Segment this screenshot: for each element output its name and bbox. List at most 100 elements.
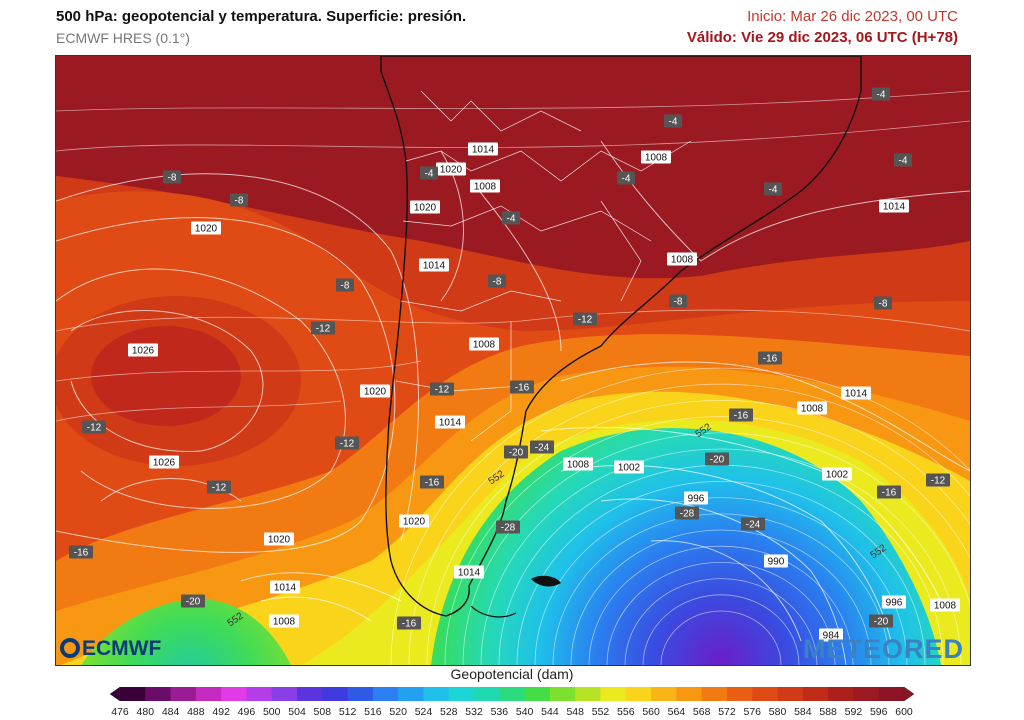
colorbar-tick-label: 508 (314, 706, 332, 718)
svg-text:1014: 1014 (472, 145, 495, 156)
colorbar-tick-label: 496 (238, 706, 256, 718)
temperature-label: -12 (430, 383, 454, 396)
svg-text:-12: -12 (340, 439, 355, 450)
pressure-label: 990 (764, 555, 788, 568)
pressure-label: 996 (882, 596, 906, 609)
svg-text:-8: -8 (493, 277, 502, 288)
colorbar-tick-label: 516 (364, 706, 382, 718)
pressure-label: 1014 (454, 566, 484, 579)
temperature-label: -16 (729, 409, 753, 422)
colorbar-title: Geopotencial (dam) (0, 666, 1024, 682)
temperature-label: -4 (894, 154, 912, 167)
temperature-label: -20 (869, 615, 893, 628)
svg-text:-16: -16 (402, 619, 417, 630)
colorbar-tick-label: 536 (491, 706, 509, 718)
svg-text:1008: 1008 (801, 404, 824, 415)
colorbar-tick-label: 588 (819, 706, 837, 718)
svg-text:1014: 1014 (883, 202, 906, 213)
colorbar-tick-label: 488 (187, 706, 205, 718)
temperature-label: -12 (926, 474, 950, 487)
colorbar-swatch (221, 687, 247, 701)
svg-text:1020: 1020 (195, 224, 218, 235)
colorbar-swatch (752, 687, 778, 701)
temperature-label: -8 (230, 194, 248, 207)
colorbar-tick-label: 540 (516, 706, 534, 718)
pressure-label: 1008 (470, 180, 500, 193)
temperature-label: -28 (675, 507, 699, 520)
svg-text:-16: -16 (734, 411, 749, 422)
svg-text:-20: -20 (874, 617, 889, 628)
svg-text:1020: 1020 (440, 165, 463, 176)
colorbar-tick-label: 480 (137, 706, 155, 718)
colorbar-swatch (423, 687, 449, 701)
pressure-label: 1020 (264, 533, 294, 546)
colorbar-swatch (879, 687, 905, 701)
colorbar-swatch (601, 687, 627, 701)
colorbar-swatch (474, 687, 500, 701)
svg-text:1020: 1020 (364, 387, 387, 398)
colorbar (110, 686, 914, 702)
svg-text:-4: -4 (877, 90, 886, 101)
colorbar-swatch (702, 687, 728, 701)
pressure-label: 1008 (930, 599, 960, 612)
pressure-label: 1008 (269, 615, 299, 628)
temperature-label: -8 (669, 295, 687, 308)
svg-text:-12: -12 (578, 315, 593, 326)
colorbar-swatch (525, 687, 551, 701)
temperature-label: -12 (311, 322, 335, 335)
weather-map[interactable]: 552 552 552 552 1020 1026 1026 1020 1014 1008 102… (55, 55, 971, 666)
svg-text:-12: -12 (87, 423, 102, 434)
svg-text:-16: -16 (425, 478, 440, 489)
svg-text:1008: 1008 (934, 601, 957, 612)
svg-text:-12: -12 (316, 324, 331, 335)
svg-text:-24: -24 (746, 520, 761, 531)
header-left: 500 hPa: geopotencial y temperatura. Sup… (56, 8, 466, 46)
colorbar-swatch (373, 687, 399, 701)
pressure-label: 996 (684, 492, 708, 505)
ecmwf-ring-icon (60, 638, 80, 658)
pressure-label: 1014 (841, 387, 871, 400)
pressure-label: 1008 (469, 338, 499, 351)
temperature-label: -12 (82, 421, 106, 434)
svg-text:1014: 1014 (274, 583, 297, 594)
svg-text:1020: 1020 (414, 203, 437, 214)
colorbar-swatch (828, 687, 854, 701)
colorbar-tick-label: 476 (111, 706, 129, 718)
svg-text:-16: -16 (882, 488, 897, 499)
svg-text:-4: -4 (507, 214, 516, 225)
ecmwf-logo: ECMWF (60, 637, 161, 661)
colorbar-swatch (398, 687, 424, 701)
temperature-label: -24 (530, 441, 554, 454)
svg-text:-8: -8 (235, 196, 244, 207)
svg-text:-16: -16 (763, 354, 778, 365)
svg-text:1026: 1026 (153, 458, 176, 469)
pressure-label: 1026 (149, 456, 179, 469)
svg-text:-8: -8 (879, 299, 888, 310)
temperature-label: -16 (877, 486, 901, 499)
svg-text:-12: -12 (212, 483, 227, 494)
svg-text:-16: -16 (515, 383, 530, 394)
svg-text:1014: 1014 (845, 389, 868, 400)
temperature-label: -4 (617, 172, 635, 185)
colorbar-swatch (575, 687, 601, 701)
colorbar-swatch (676, 687, 702, 701)
colorbar-swatch (803, 687, 829, 701)
temperature-label: -16 (758, 352, 782, 365)
temperature-label: -4 (420, 167, 438, 180)
svg-text:-20: -20 (186, 597, 201, 608)
temperature-label: -4 (764, 183, 782, 196)
colorbar-tick-label: 544 (541, 706, 559, 718)
temperature-label: -12 (573, 313, 597, 326)
colorbar-tick-label: 560 (642, 706, 660, 718)
temperature-label: -16 (397, 617, 421, 630)
colorbar-tick-label: 484 (162, 706, 180, 718)
svg-text:-4: -4 (669, 117, 678, 128)
colorbar-swatch (499, 687, 525, 701)
pressure-label: 1020 (360, 385, 390, 398)
pressure-label: 1008 (563, 458, 593, 471)
svg-text:-8: -8 (168, 173, 177, 184)
map-title: 500 hPa: geopotencial y temperatura. Sup… (56, 8, 466, 25)
svg-text:-4: -4 (769, 185, 778, 196)
temperature-label: -8 (336, 279, 354, 292)
